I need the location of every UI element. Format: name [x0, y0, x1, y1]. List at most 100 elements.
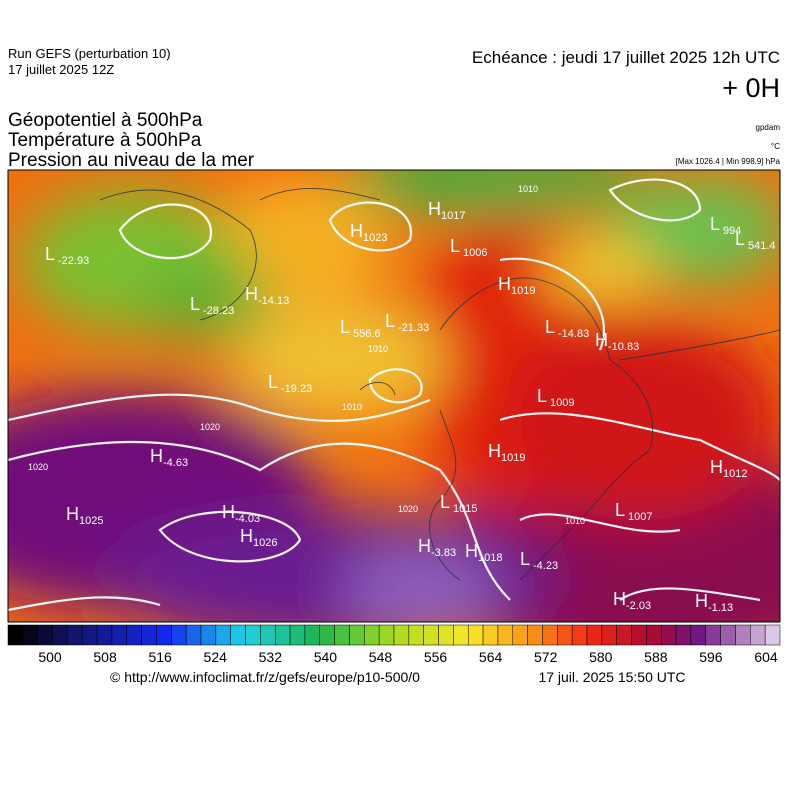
colorbar-label: 596	[699, 649, 723, 665]
colorbar-swatch	[750, 624, 766, 646]
colorbar-swatch	[245, 624, 261, 646]
map	[8, 170, 780, 622]
center-letter: H	[150, 446, 163, 466]
center-letter: L	[190, 294, 200, 314]
center-letter: H	[350, 221, 363, 241]
colorbar-swatch	[364, 624, 380, 646]
unit: [Max 1026.4 | Min 998.9] hPa	[676, 157, 781, 166]
colorbar-label: 500	[38, 649, 62, 665]
center-value: -28.23	[203, 305, 234, 317]
colorbar-swatch	[185, 624, 202, 646]
center-letter: H	[695, 591, 708, 611]
colorbar-swatch	[497, 624, 514, 646]
center-letter: H	[240, 526, 253, 546]
colorbar-swatch	[67, 624, 83, 646]
colorbar-swatch	[200, 624, 217, 646]
colorbar-swatch	[423, 624, 439, 646]
run-date: 17 juillet 2025 12Z	[8, 62, 114, 77]
colorbar-swatch	[7, 624, 24, 646]
colorbar-swatch	[260, 624, 276, 646]
center-value: 1025	[79, 515, 103, 527]
colorbar-label: 532	[259, 649, 283, 665]
colorbar-label: 524	[204, 649, 228, 665]
colorbar-swatch	[81, 624, 98, 646]
center-letter: H	[222, 502, 235, 522]
colorbar-swatch	[156, 624, 172, 646]
center-value: -2.03	[626, 600, 651, 612]
colorbar-swatch	[304, 624, 321, 646]
center-value: 1026	[253, 537, 277, 549]
center-value: 1019	[511, 285, 535, 297]
colorbar-swatch	[274, 624, 291, 646]
colorbar-swatch	[334, 624, 350, 646]
source: © http://www.infoclimat.fr/z/gefs/europe…	[110, 669, 420, 685]
colorbar-label: 516	[148, 649, 172, 665]
colorbar-swatch	[349, 624, 365, 646]
center-letter: H	[428, 199, 441, 219]
colorbar-swatch	[408, 624, 424, 646]
colorbar-swatch	[586, 624, 603, 646]
center-value: 1023	[363, 232, 387, 244]
center-letter: H	[595, 330, 608, 350]
center-value: 1017	[441, 210, 465, 222]
center-value: -14.83	[558, 328, 589, 340]
colorbar-swatch	[467, 624, 484, 646]
colorbar-swatch	[52, 624, 68, 646]
center-value: -19.23	[281, 383, 312, 395]
center-letter: L	[450, 236, 460, 256]
colorbar-swatch	[601, 624, 617, 646]
field-title: Température à 500hPa	[8, 130, 202, 151]
center-letter: L	[735, 229, 745, 249]
timestamp: 17 juil. 2025 15:50 UTC	[538, 669, 685, 685]
center-value: -1.13	[708, 602, 733, 614]
colorbar-swatch	[230, 624, 246, 646]
contour-label: 1020	[398, 504, 418, 514]
center-value: 1009	[550, 397, 574, 409]
center-value: 541.4	[748, 240, 776, 252]
colorbar-label: 508	[93, 649, 117, 665]
center-value: 1012	[723, 468, 747, 480]
unit: °C	[771, 142, 780, 151]
colorbar-swatch	[393, 624, 410, 646]
center-value: 556.6	[353, 328, 381, 340]
run-label: Run GEFS (perturbation 10)	[8, 46, 171, 61]
contour-label: 1010	[518, 184, 538, 194]
colorbar-swatch	[141, 624, 157, 646]
center-value: -4.03	[235, 513, 260, 525]
field-title: Géopotentiel à 500hPa	[8, 110, 203, 131]
center-letter: L	[340, 317, 350, 337]
center-value: 1018	[478, 552, 502, 564]
center-letter: L	[440, 492, 450, 512]
colorbar-swatch	[557, 624, 573, 646]
colorbar-label: 540	[314, 649, 338, 665]
colorbar-swatch	[660, 624, 677, 646]
colorbar-swatch	[319, 624, 335, 646]
center-letter: L	[45, 244, 55, 264]
colorbar-swatch	[22, 624, 38, 646]
colorbar-swatch	[690, 624, 707, 646]
center-value: 1007	[628, 511, 652, 523]
colorbar-swatch	[705, 624, 721, 646]
colorbar: 500 508 516 524 532 540 548 556 564 572 580 588 596 6…	[7, 624, 781, 665]
colorbar-swatch	[735, 624, 751, 646]
colorbar-label: 604	[754, 649, 778, 665]
colorbar-swatch	[96, 624, 113, 646]
colorbar-swatch	[171, 624, 187, 646]
colorbar-swatch	[37, 624, 53, 646]
colorbar-label: 572	[534, 649, 558, 665]
center-value: 994	[723, 225, 741, 237]
contour-label: 1010	[565, 516, 585, 526]
center-letter: L	[520, 549, 530, 569]
center-letter: H	[488, 441, 501, 461]
colorbar-swatch	[646, 624, 662, 646]
center-letter: H	[710, 457, 723, 477]
center-letter: H	[613, 589, 626, 609]
center-letter: L	[385, 311, 395, 331]
center-letter: L	[268, 372, 278, 392]
colorbar-label: 548	[369, 649, 393, 665]
colorbar-swatch	[675, 624, 692, 646]
center-value: 1015	[453, 503, 477, 515]
center-letter: H	[245, 284, 258, 304]
center-letter: L	[615, 500, 625, 520]
